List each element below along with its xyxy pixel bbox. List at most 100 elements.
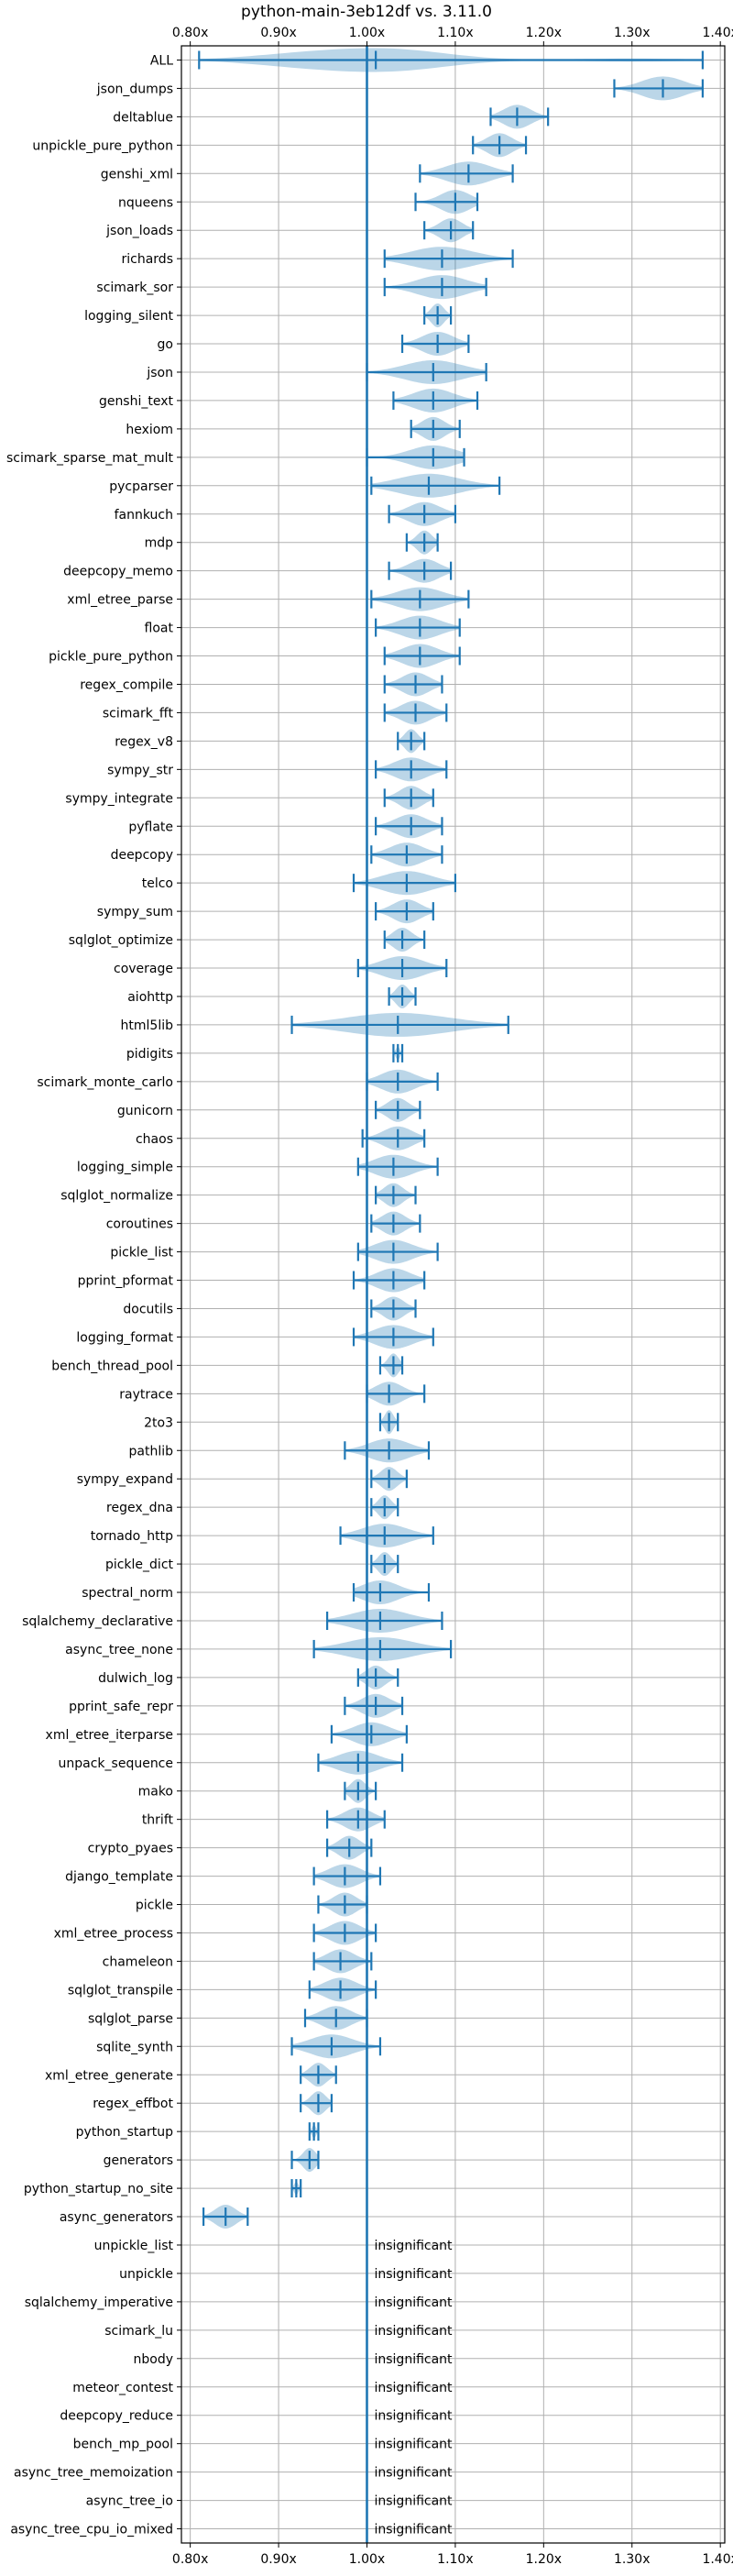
benchmark-label: scimark_sor [96, 281, 173, 295]
benchmark-label: json_dumps [96, 82, 173, 96]
violin-mako [344, 1778, 377, 1803]
violin-sqlglot_transpile [308, 1977, 377, 2002]
violin-genshi_text [392, 388, 479, 413]
benchmark-label: django_template [65, 1870, 173, 1885]
benchmark-label: pidigits [126, 1047, 173, 1062]
violin-telco [352, 871, 457, 896]
insignificant-label: insignificant [374, 2239, 453, 2253]
benchmark-label: sympy_str [107, 763, 173, 777]
violin-fannkuch [388, 501, 457, 526]
violin-mdp [405, 530, 439, 555]
violin-sympy_expand [370, 1467, 408, 1492]
violin-logging_simple [356, 1154, 439, 1179]
benchmark-label: chaos [136, 1132, 173, 1147]
violin-sqlglot_normalize [375, 1183, 417, 1207]
benchmark-label: ALL [150, 53, 173, 68]
violin-logging_format [352, 1325, 434, 1349]
benchmark-label: float [145, 622, 174, 636]
violin-regex_effbot [300, 2091, 334, 2116]
insignificant-label: insignificant [374, 2438, 453, 2452]
violin-regex_dna [370, 1495, 399, 1520]
violin-nqueens [414, 190, 479, 215]
violin-pprint_pformat [352, 1268, 426, 1293]
x-tick-label-top: 1.30x [614, 26, 650, 40]
benchmark-label: docutils [123, 1302, 173, 1316]
benchmark-label: sqlglot_optimize [69, 933, 173, 948]
violin-pickle_list [356, 1239, 439, 1264]
benchmark-label: scimark_monte_carlo [37, 1075, 173, 1090]
insignificant-label: insignificant [374, 2295, 453, 2310]
benchmark-label: sqlite_synth [96, 2040, 173, 2054]
violin-docutils [370, 1296, 417, 1321]
benchmark-label: coverage [114, 962, 173, 976]
benchmark-label: bench_mp_pool [73, 2438, 173, 2452]
violin-xml_etree_process [312, 1921, 377, 1945]
x-tick-label-top: 1.20x [526, 26, 562, 40]
violin-spectral_norm [352, 1580, 431, 1604]
benchmark-label: pathlib [129, 1444, 174, 1459]
benchmark-label: 2to3 [144, 1415, 173, 1430]
benchmark-label: pickle_dict [105, 1558, 174, 1572]
benchmark-label: tornado_http [91, 1529, 173, 1544]
violin-2to3 [378, 1410, 399, 1435]
violin-pidigits [392, 1043, 404, 1062]
benchmark-label: spectral_norm [82, 1586, 173, 1601]
benchmark-label: sympy_integrate [65, 791, 173, 806]
violin-scimark_fft [383, 700, 448, 725]
insignificant-label: insignificant [374, 2466, 453, 2481]
violin-go [400, 332, 470, 356]
x-tick-label-bottom: 1.40x [702, 2552, 733, 2567]
x-tick-label-top: 1.10x [437, 26, 473, 40]
benchmark-label: pyflate [128, 820, 173, 834]
violin-hexiom [410, 416, 461, 441]
benchmark-label: async_generators [60, 2210, 173, 2225]
benchmark-label: dulwich_log [98, 1671, 173, 1686]
violin-pickle_pure_python [383, 644, 461, 668]
violin-chaos [361, 1126, 426, 1150]
benchmark-label: nbody [134, 2352, 174, 2367]
benchmark-label: crypto_pyaes [88, 1842, 173, 1856]
violin-json_dumps [613, 76, 704, 101]
benchmark-label: scimark_fft [103, 706, 174, 721]
violin-ALL [198, 48, 704, 72]
benchmark-label: raytrace [119, 1387, 173, 1402]
violin-coroutines [370, 1211, 421, 1236]
x-tick-label-bottom: 0.80x [172, 2552, 208, 2567]
benchmark-label: sqlalchemy_imperative [25, 2295, 173, 2310]
violin-dulwich_log [356, 1665, 399, 1690]
x-tick-label-top: 1.00x [349, 26, 385, 40]
violin-sympy_sum [375, 899, 434, 924]
benchmark-label: pickle [136, 1899, 173, 1913]
x-tick-label-bottom: 1.10x [437, 2552, 473, 2567]
violin-genshi_xml [419, 161, 514, 186]
x-tick-label-top: 1.40x [702, 26, 733, 40]
benchmark-label: meteor_contest [72, 2381, 173, 2395]
benchmark-label: async_tree_cpu_io_mixed [10, 2523, 173, 2537]
violin-sympy_integrate [383, 786, 434, 810]
benchmark-label: pprint_safe_repr [69, 1700, 173, 1714]
insignificant-label: insignificant [374, 2324, 453, 2339]
benchmark-label: python_startup_no_site [24, 2182, 173, 2196]
violin-deepcopy_memo [388, 558, 453, 583]
benchmark-label: sqlalchemy_declarative [22, 1614, 173, 1629]
insignificant-label: insignificant [374, 2352, 453, 2367]
benchmark-label: sqlglot_normalize [60, 1189, 173, 1204]
benchmark-label: regex_v8 [115, 734, 173, 749]
violin-xml_etree_generate [300, 2063, 337, 2087]
benchmark-label: logging_silent [84, 309, 173, 324]
benchmark-label: html5lib [121, 1018, 174, 1033]
violin-sympy_str [375, 757, 448, 782]
violin-django_template [312, 1864, 382, 1888]
violin-generators [290, 2148, 320, 2173]
benchmark-label: regex_compile [80, 677, 173, 692]
benchmark-label: xml_etree_iterparse [46, 1728, 173, 1743]
benchmark-label: logging_format [76, 1330, 173, 1345]
benchmark-label: async_tree_none [65, 1643, 173, 1657]
insignificant-label: insignificant [374, 2409, 453, 2424]
benchmark-label: nqueens [118, 195, 173, 210]
benchmark-label: unpickle [119, 2267, 173, 2282]
benchmark-label: pickle_pure_python [49, 650, 173, 665]
violin-sqlglot_parse [303, 2006, 368, 2031]
benchmark-label: telco [142, 876, 173, 891]
chart-title: python-main-3eb12df vs. 3.11.0 [241, 3, 492, 21]
